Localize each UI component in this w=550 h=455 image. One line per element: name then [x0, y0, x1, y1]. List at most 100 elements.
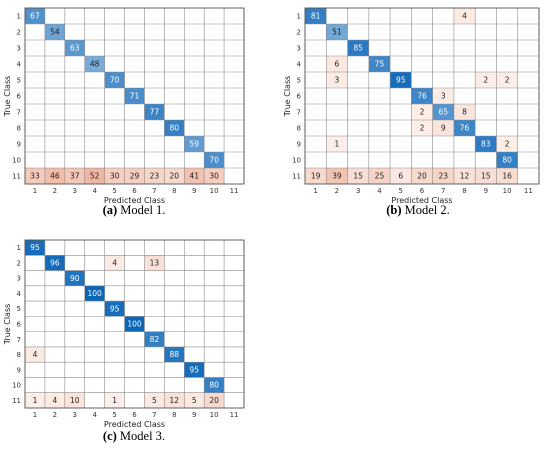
x-tick-label: 4	[92, 411, 97, 419]
x-tick-label: 4	[377, 187, 382, 195]
x-tick-label: 9	[192, 411, 196, 419]
cell-value-r5-c10: 2	[505, 76, 510, 85]
cell-value-r2-c5: 4	[112, 259, 117, 268]
cell-r5-c5	[104, 301, 125, 317]
cell-r11-c8	[164, 392, 185, 408]
cell-r4-c4	[84, 285, 105, 302]
x-tick-label: 2	[335, 187, 339, 195]
cell-r5-c5	[104, 72, 125, 88]
cell-r11-c6	[124, 168, 145, 184]
cell-r6-c6	[124, 88, 145, 104]
y-tick-label: 5	[17, 77, 21, 85]
cell-r11-c8	[164, 168, 185, 184]
cell-value-r1-c8: 4	[462, 12, 467, 21]
cell-r10-c10	[496, 152, 518, 168]
cell-value-r10-c10: 70	[209, 156, 219, 165]
x-tick-label: 8	[462, 187, 466, 195]
x-tick-label: 9	[192, 187, 196, 195]
x-tick-label: 3	[73, 187, 77, 195]
x-tick-label: 2	[53, 411, 57, 419]
x-tick-label: 8	[172, 411, 176, 419]
x-tick-label: 3	[356, 187, 360, 195]
y-tick-label: 9	[17, 366, 21, 374]
cell-r11-c10	[496, 168, 518, 184]
cell-r11-c5	[390, 168, 412, 184]
x-tick-label: 11	[524, 187, 533, 195]
cell-value-r11-c9: 15	[481, 172, 491, 181]
y-tick-label: 3	[297, 45, 301, 53]
cell-value-r9-c9: 59	[189, 140, 199, 149]
cell-r4-c2	[326, 56, 348, 72]
cell-value-r11-c10: 16	[502, 172, 512, 181]
y-tick-label: 5	[297, 77, 301, 85]
cell-r4-c4	[84, 56, 105, 72]
cell-r9-c2	[326, 136, 348, 152]
cell-r11-c4	[84, 168, 105, 184]
x-tick-label: 11	[230, 411, 239, 419]
cell-value-r11-c1: 19	[311, 172, 321, 181]
cell-r1-c1	[25, 8, 45, 24]
cell-value-r7-c7: 77	[150, 108, 160, 117]
cell-value-r2-c2: 51	[332, 28, 342, 37]
cell-r11-c8	[453, 168, 476, 184]
cell-value-r8-c8: 80	[170, 124, 180, 133]
cell-value-r11-c2: 39	[332, 172, 342, 181]
cell-r11-c1	[305, 168, 327, 184]
y-tick-label: 10	[292, 157, 301, 165]
y-tick-label: 11	[292, 173, 301, 181]
cell-value-r7-c8: 8	[462, 108, 467, 117]
cell-value-r11-c8: 20	[170, 172, 180, 181]
cell-value-r11-c1: 1	[33, 396, 38, 405]
cell-r11-c9	[184, 392, 205, 408]
matrix-frame	[24, 239, 245, 409]
cell-value-r11-c2: 4	[52, 396, 57, 405]
y-tick-label: 8	[17, 125, 21, 133]
cell-r7-c7	[144, 104, 165, 120]
x-tick-label: 7	[152, 187, 156, 195]
y-tick-label: 3	[17, 45, 21, 53]
x-tick-label: 10	[210, 187, 219, 195]
cell-value-r10-c10: 80	[502, 156, 512, 165]
cell-r2-c2	[326, 24, 348, 40]
x-tick-label: 9	[484, 187, 488, 195]
x-tick-label: 6	[420, 187, 425, 195]
cell-r8-c8	[164, 346, 185, 363]
figure-caption: (a) Model 1.	[103, 203, 166, 217]
cell-r9-c9	[184, 362, 205, 378]
cell-value-r9-c2: 1	[335, 140, 340, 149]
cell-value-r11-c3: 10	[70, 396, 80, 405]
cell-r11-c10	[204, 392, 225, 408]
y-tick-label: 8	[17, 351, 21, 359]
cell-value-r11-c2: 46	[50, 172, 60, 181]
cell-value-r8-c6: 2	[420, 124, 425, 133]
cell-value-r2-c2: 54	[50, 28, 60, 37]
cell-value-r6-c6: 76	[417, 92, 427, 101]
cell-value-r7-c7: 65	[438, 108, 448, 117]
caption-text: Model 1.	[117, 203, 165, 217]
y-tick-label: 6	[297, 93, 302, 101]
y-tick-label: 4	[17, 290, 22, 298]
cell-r11-c7	[144, 168, 165, 184]
y-tick-label: 2	[17, 29, 21, 37]
caption-text: Model 2.	[402, 203, 450, 217]
cell-r8-c8	[453, 120, 476, 136]
x-tick-label: 2	[53, 187, 57, 195]
cell-value-r1-c1: 95	[30, 243, 40, 252]
y-tick-label: 10	[12, 157, 21, 165]
matrix-frame	[24, 7, 245, 185]
cell-value-r1-c1: 81	[311, 12, 321, 21]
cell-r5-c2	[326, 72, 348, 88]
cell-r2-c2	[44, 24, 65, 40]
cell-r11-c9	[184, 168, 205, 184]
y-tick-label: 5	[17, 305, 21, 313]
cell-value-r11-c4: 25	[375, 172, 385, 181]
cell-r2-c2	[44, 255, 65, 271]
cell-r1-c1	[305, 8, 327, 24]
cell-value-r7-c6: 2	[420, 108, 425, 117]
cell-value-r8-c8: 76	[460, 124, 470, 133]
cell-value-r8-c8: 88	[170, 350, 180, 359]
cell-r6-c6	[124, 316, 145, 332]
cell-value-r5-c5: 95	[110, 304, 120, 313]
